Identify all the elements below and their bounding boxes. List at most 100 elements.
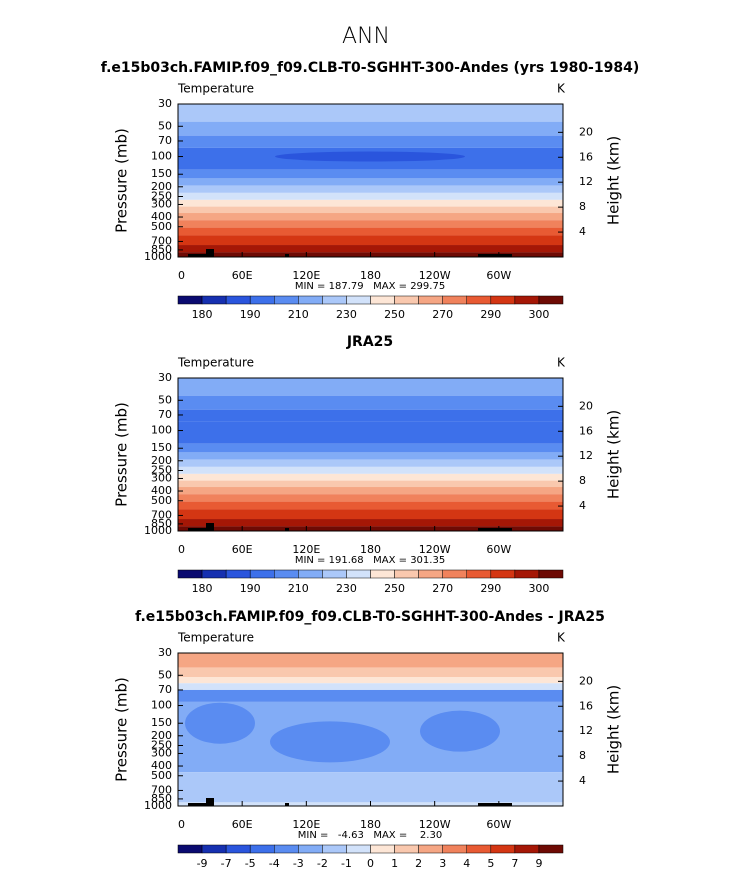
colorbar-box: [201, 295, 227, 305]
contour-band: [178, 443, 563, 453]
contour-band: [178, 459, 563, 467]
y2-tick-label: 8: [579, 474, 586, 487]
colorbar-label: 180: [192, 582, 213, 595]
colorbar-box: [201, 844, 227, 854]
topography: [188, 803, 214, 806]
colorbar-label: 270: [432, 582, 453, 595]
y-tick-label: 200: [151, 729, 172, 742]
y-tick-label: 30: [158, 97, 172, 110]
x-tick-label: 60W: [486, 818, 511, 831]
field-label: Temperature: [177, 356, 254, 370]
y-tick-label: 100: [151, 699, 172, 712]
y-tick-label: 700: [151, 508, 172, 521]
colorbar-box: [274, 844, 299, 854]
y-tick-label: 1000: [144, 799, 172, 812]
contour-band: [185, 702, 255, 744]
y-tick-label: 200: [151, 180, 172, 193]
y-tick-label: 70: [158, 134, 172, 147]
colorbar-label: 300: [528, 582, 549, 595]
contour-band: [178, 473, 563, 481]
colorbar-label: 250: [384, 308, 405, 321]
x-tick-label: 0: [178, 818, 185, 831]
y-tick-label: 200: [151, 454, 172, 467]
contour-band: [178, 421, 563, 444]
colorbar-box: [442, 295, 467, 305]
field-label: Temperature: [177, 631, 254, 645]
colorbar-box: [177, 844, 203, 854]
colorbar-label: -9: [197, 857, 208, 870]
colorbar-label: 270: [432, 308, 453, 321]
colorbar-box: [538, 295, 564, 305]
y2-tick-label: 12: [579, 724, 593, 737]
y-tick-label: 150: [151, 716, 172, 729]
colorbar-box: [370, 295, 395, 305]
colorbar-label: 290: [480, 582, 501, 595]
contour-band: [178, 480, 563, 488]
topography: [478, 254, 512, 257]
y-tick-label: 30: [158, 646, 172, 659]
x-tick-label: 60W: [486, 269, 511, 282]
y-tick-label: 250: [151, 464, 172, 477]
contour-band: [420, 710, 500, 752]
colorbar-box: [201, 569, 227, 579]
y2-tick-label: 16: [579, 699, 593, 712]
units-label: K: [557, 356, 566, 370]
y-tick-label: 500: [151, 769, 172, 782]
colorbar-box: [490, 569, 516, 579]
y2-tick-label: 8: [579, 200, 586, 213]
y-tick-label: 70: [158, 683, 172, 696]
x-tick-label: 0: [178, 269, 185, 282]
topography: [285, 528, 289, 531]
colorbar-box: [298, 295, 323, 305]
colorbar-box: [466, 295, 492, 305]
x-tick-label: 180: [360, 269, 381, 282]
contour-band: [178, 683, 563, 690]
colorbar-label: -7: [221, 857, 232, 870]
colorbar-box: [442, 844, 467, 854]
y-tick-label: 30: [158, 371, 172, 384]
topography: [188, 254, 214, 257]
colorbar-label: 290: [480, 308, 501, 321]
contour-band: [178, 772, 563, 803]
colorbar-box: [346, 569, 371, 579]
colorbar-box: [225, 569, 251, 579]
colorbar-box: [442, 569, 467, 579]
colorbar-box: [538, 844, 564, 854]
topography: [206, 798, 214, 806]
y-tick-label: 850: [151, 517, 172, 530]
topography: [478, 528, 512, 531]
y-tick-label: 300: [151, 746, 172, 759]
colorbar-box: [177, 569, 203, 579]
contour-band: [178, 104, 563, 122]
colorbar-box: [274, 295, 299, 305]
x-tick-label: 60W: [486, 543, 511, 556]
min-max: MIN = 191.68 MAX = 301.35: [295, 555, 445, 566]
y-tick-label: 400: [151, 484, 172, 497]
colorbar-box: [322, 295, 347, 305]
colorbar-label: -5: [245, 857, 256, 870]
colorbar-box: [322, 569, 347, 579]
y-tick-label: 50: [158, 393, 172, 406]
y2-tick-label: 20: [579, 125, 593, 138]
colorbar-box: [418, 844, 443, 854]
y2-axis-label: Height (km): [605, 685, 623, 774]
colorbar-box: [249, 844, 275, 854]
topography: [285, 803, 289, 806]
colorbar-label: 210: [288, 582, 309, 595]
colorbar-box: [514, 844, 540, 854]
colorbar-box: [538, 569, 564, 579]
colorbar-box: [298, 844, 323, 854]
x-tick-label: 60E: [232, 269, 253, 282]
y2-axis-label: Height (km): [605, 136, 623, 225]
colorbar-label: 190: [240, 582, 261, 595]
colorbar-box: [346, 295, 371, 305]
colorbar-label: -1: [341, 857, 352, 870]
units-label: K: [557, 82, 566, 96]
contour-band: [178, 206, 563, 214]
x-tick-label: 60E: [232, 818, 253, 831]
colorbar-label: 1: [391, 857, 398, 870]
y-tick-label: 500: [151, 494, 172, 507]
colorbar-box: [225, 844, 251, 854]
y-tick-label: 70: [158, 408, 172, 421]
